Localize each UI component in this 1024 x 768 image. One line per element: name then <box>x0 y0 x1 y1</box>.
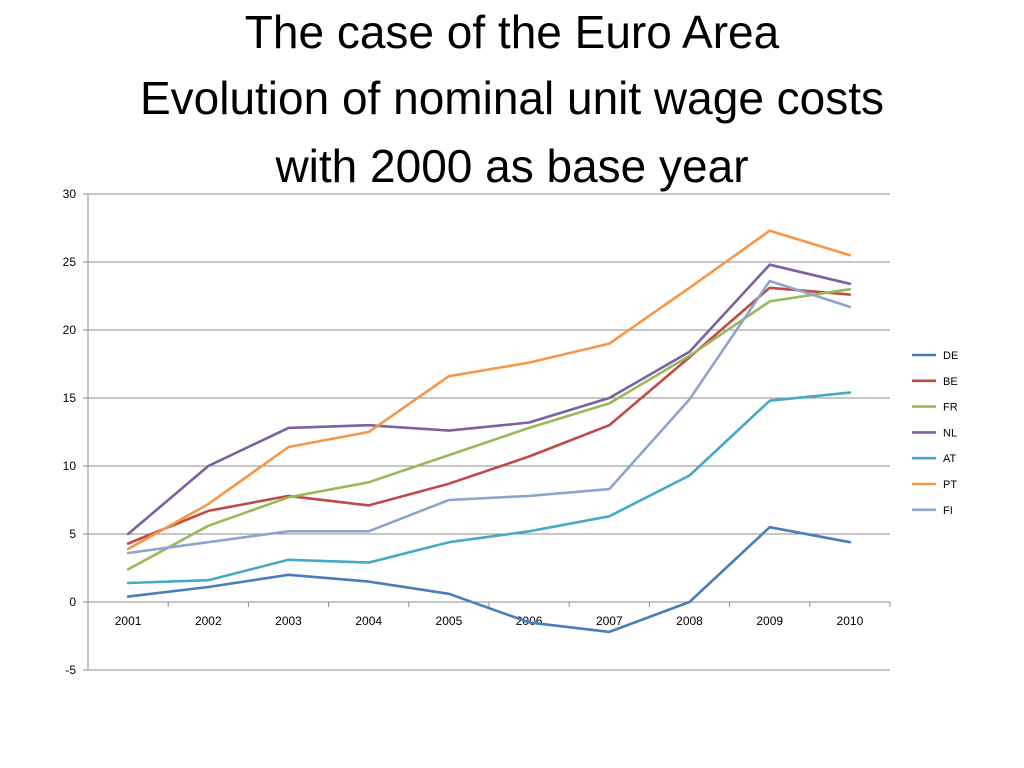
axes: -5 0 5 10 15 20 25 30 2001 2002 2003 2004 2005 2006 20… <box>63 187 891 677</box>
x-tick-label: 2010 <box>837 614 864 628</box>
legend-label-fr: FR <box>943 402 958 414</box>
legend-label-at: AT <box>943 453 957 465</box>
y-tick-label: 25 <box>63 255 77 269</box>
series-line-de <box>126 525 852 634</box>
series-line-nl <box>126 263 852 536</box>
legend-label-be: BE <box>943 376 958 388</box>
x-tick-label: 2007 <box>596 614 623 628</box>
series-line-at <box>126 391 852 585</box>
series-line-fr <box>126 287 852 571</box>
x-tick-label: 2004 <box>355 614 382 628</box>
gridlines <box>88 193 890 671</box>
x-tick-label: 2001 <box>115 614 142 628</box>
y-tick-label: 5 <box>69 527 76 541</box>
x-tick-label: 2008 <box>676 614 703 628</box>
x-tick-label: 2009 <box>756 614 783 628</box>
x-tick-label: 2006 <box>516 614 543 628</box>
x-tick-label: 2002 <box>195 614 222 628</box>
chart-title-line-3: with 2000 as base year <box>275 140 749 192</box>
x-tick-label: 2005 <box>436 614 463 628</box>
y-tick-label: 30 <box>63 187 77 201</box>
legend-label-de: DE <box>943 350 958 362</box>
legend-label-fi: FI <box>943 505 953 517</box>
legend-label-nl: NL <box>943 427 957 439</box>
legend-label-pt: PT <box>943 479 957 491</box>
legend: DE BE FR NL AT PT FI <box>912 350 958 517</box>
y-tick-label: 15 <box>63 391 77 405</box>
x-tick-label: 2003 <box>275 614 302 628</box>
series-line-fi <box>126 279 852 555</box>
y-tick-label: -5 <box>65 663 76 677</box>
chart-title-line-2: Evolution of nominal unit wage costs <box>139 72 885 124</box>
chart-title-line-1: The case of the Euro Area <box>244 6 780 58</box>
series-line-be <box>126 286 852 545</box>
series-line-pt <box>126 229 852 551</box>
y-tick-label: 0 <box>69 595 76 609</box>
y-tick-label: 20 <box>63 323 77 337</box>
series-lines <box>126 229 852 634</box>
y-tick-label: 10 <box>63 459 77 473</box>
